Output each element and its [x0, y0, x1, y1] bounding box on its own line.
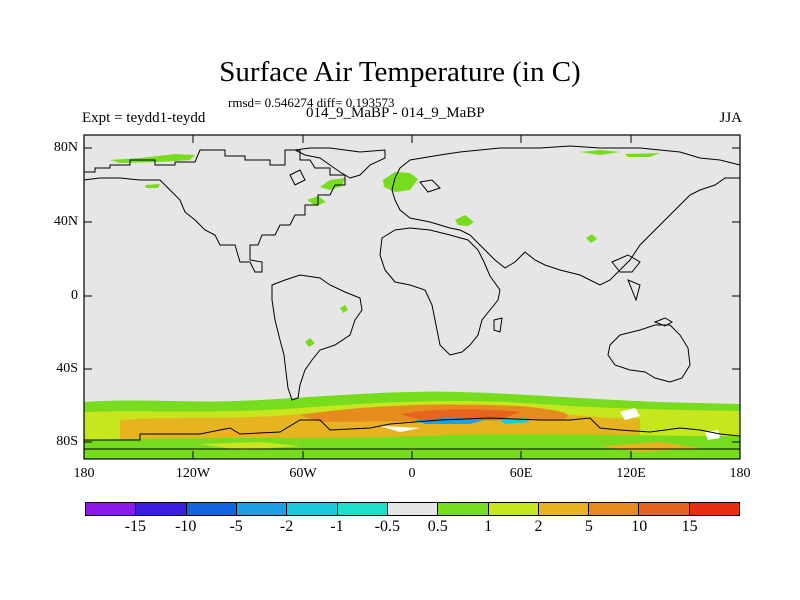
colorbar-label: 1	[484, 518, 493, 535]
colorbar-box	[438, 503, 489, 515]
lon-tick-label: 60E	[509, 466, 533, 481]
colorbar-box	[236, 503, 288, 515]
lat-tick-label: 40N	[53, 214, 78, 229]
colorbar-box	[538, 503, 590, 515]
lon-tick-label: 180	[73, 466, 95, 481]
colorbar-box	[639, 503, 690, 515]
colorbar-box	[337, 503, 388, 515]
lat-tick-label: 80S	[56, 434, 78, 449]
colorbar-label: 0.5	[427, 518, 448, 535]
colorbar-box	[387, 503, 439, 515]
lon-tick-label: 120E	[616, 466, 646, 481]
colorbar-label: -10	[175, 518, 197, 535]
map-title: Surface Air Temperature (in C)	[219, 56, 581, 88]
lat-tick-label: 80N	[53, 140, 78, 155]
lon-tick-label: 60W	[289, 466, 317, 481]
lat-tick-label: 0	[71, 288, 78, 303]
colorbar-label: -0.5	[374, 518, 400, 535]
colorbar-label: -5	[229, 518, 243, 535]
colorbar-box	[86, 503, 137, 515]
colorbar-box	[689, 503, 740, 515]
tick-marks	[84, 135, 740, 459]
colorbar-box	[136, 503, 187, 515]
colorbar-box	[488, 503, 539, 515]
lon-tick-label: 120W	[175, 466, 211, 481]
lat-tick-label: 40S	[56, 361, 78, 376]
colorbar-label: 5	[584, 518, 593, 535]
anomaly-patches	[110, 150, 660, 347]
lon-tick-label: 0	[408, 466, 416, 481]
experiment-name: 014_9_MaBP - 014_9_MaBP	[306, 105, 485, 121]
colorbar-label: 10	[631, 518, 648, 535]
colorbar-label: -15	[124, 518, 147, 535]
coastlines	[83, 145, 741, 450]
colorbar-label: -1	[330, 518, 344, 535]
colorbar-label: -2	[279, 518, 294, 535]
colorbar	[85, 502, 740, 516]
colorbar-label: 2	[534, 518, 543, 535]
stats-text: rmsd= 0.546274 diff= 0.193573	[228, 95, 395, 110]
colorbar-box	[186, 503, 237, 515]
experiment-label: Expt = teydd1-teydd	[82, 110, 206, 126]
colorbar-box	[287, 503, 338, 515]
lon-tick-label: 180	[729, 466, 751, 481]
southern-anomaly-band	[84, 391, 740, 459]
colorbar-box	[589, 503, 640, 515]
colorbar-label: 15	[681, 518, 698, 535]
season-label: JJA	[719, 110, 742, 126]
